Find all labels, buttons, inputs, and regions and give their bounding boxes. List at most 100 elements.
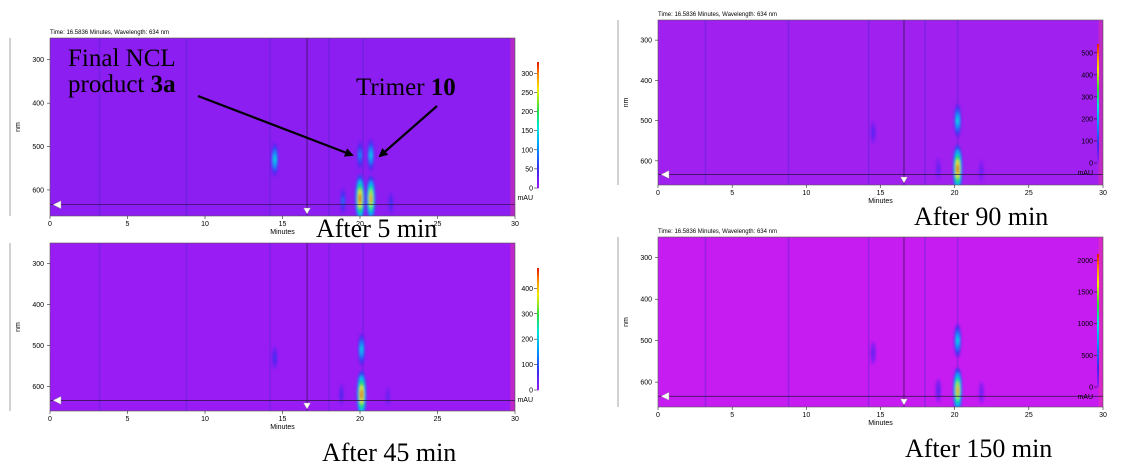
annotation-final-product: Final NCL product 3a xyxy=(68,45,176,99)
right-edge-band xyxy=(510,38,515,216)
y-tick-label: 500 xyxy=(640,118,652,125)
peaks xyxy=(870,323,985,407)
colorbar-segment xyxy=(1097,380,1099,384)
colorbar-segment xyxy=(537,368,539,372)
annotation-trimer: Trimer 10 xyxy=(356,74,456,101)
colorbar-segment xyxy=(1097,91,1099,95)
colorbar-segment xyxy=(1097,377,1099,381)
plot-area xyxy=(658,20,1103,185)
colorbar-segment xyxy=(1097,145,1099,149)
colorbar-segment xyxy=(1097,347,1099,351)
time-marker[interactable] xyxy=(303,207,311,215)
arrow-to-product-peak xyxy=(197,94,354,157)
x-tick-label: 25 xyxy=(434,221,442,228)
colorbar-segment xyxy=(1097,277,1099,281)
baseline-band xyxy=(185,38,188,216)
y-axis-label: nm xyxy=(623,317,630,327)
colorbar-segment xyxy=(537,295,539,299)
colorbar-tick-label: 500 xyxy=(1081,50,1093,57)
colorbar-segment xyxy=(1097,139,1099,143)
peak-1-contour-4 xyxy=(956,117,959,124)
colorbar-segment xyxy=(1097,350,1099,355)
colorbar-segment xyxy=(1097,88,1099,92)
caption-after-45-min: After 45 min xyxy=(322,438,457,467)
baseline-band xyxy=(956,20,959,185)
time-marker[interactable] xyxy=(303,402,311,410)
x-tick-label: 25 xyxy=(1025,190,1033,197)
x-tick-label: 0 xyxy=(656,412,660,419)
colorbar-tick-label: 1500 xyxy=(1077,290,1093,297)
colorbar-segment xyxy=(1097,79,1099,83)
colorbar-segment xyxy=(1097,127,1099,131)
wavelength-marker[interactable] xyxy=(660,391,670,401)
colorbar-segment xyxy=(1097,383,1099,388)
colorbar-segment xyxy=(537,162,539,167)
colorbar-segment xyxy=(537,322,539,327)
peak-3-contour-4 xyxy=(937,388,939,393)
colorbar-segment xyxy=(537,68,539,72)
annotation-trimer-label: 10 xyxy=(430,74,456,101)
x-tick-label: 15 xyxy=(279,416,287,423)
colorbar-label: mAU xyxy=(517,397,533,404)
colorbar-segment xyxy=(537,286,539,290)
x-tick-label: 15 xyxy=(877,190,885,197)
colorbar-segment xyxy=(537,106,539,110)
colorbar-segment xyxy=(1097,112,1099,116)
wavelength-marker[interactable] xyxy=(660,170,670,179)
colorbar-segment xyxy=(537,365,539,369)
colorbar-segment xyxy=(537,96,539,101)
colorbar-segment xyxy=(537,184,539,189)
peak-1-contour-4 xyxy=(956,337,959,344)
colorbar-segment xyxy=(1097,73,1099,78)
x-tick-label: 30 xyxy=(511,416,519,423)
colorbar-segment xyxy=(537,383,539,388)
plot-area xyxy=(50,38,515,216)
colorbar-segment xyxy=(537,153,539,157)
colorbar-segment xyxy=(537,353,539,357)
colorbar-segment xyxy=(537,374,539,379)
x-tick-label: 15 xyxy=(279,221,287,228)
heatmap-chart-after-90-min: Time: 16.5836 Minutes, Wavelength: 634 n… xyxy=(617,12,1107,205)
y-tick-label: 600 xyxy=(640,158,652,165)
y-axis-label: nm xyxy=(15,122,22,132)
colorbar-tick-label: 200 xyxy=(1081,116,1093,123)
colorbar-segment xyxy=(537,268,539,272)
time-marker[interactable] xyxy=(900,176,908,184)
y-tick-label: 400 xyxy=(640,297,652,304)
colorbar-tick-label: 0 xyxy=(529,388,533,395)
colorbar-segment xyxy=(537,316,539,321)
colorbar-segment xyxy=(537,307,539,311)
colorbar-segment xyxy=(537,112,539,116)
colorbar-segment xyxy=(1097,307,1099,311)
panel-after-5-min: Time: 16.5836 Minutes, Wavelength: 634 n… xyxy=(0,0,560,240)
caption-after-5-min: After 5 min xyxy=(316,214,438,243)
colorbar-segment xyxy=(537,165,539,170)
colorbar-segment xyxy=(537,156,539,160)
right-edge-band xyxy=(1098,20,1103,185)
colorbar-segment xyxy=(537,71,539,75)
colorbar-segment xyxy=(537,362,539,366)
wavelength-marker[interactable] xyxy=(52,200,62,210)
wavelength-marker[interactable] xyxy=(52,396,62,405)
heatmap-chart-after-45-min: 0 5 10 15 20 25 30 Minutes 300 400 500 600 nm 0 100 200… xyxy=(9,242,539,431)
colorbar-segment xyxy=(537,313,539,318)
colorbar-segment xyxy=(537,181,539,186)
colorbar-segment xyxy=(1097,49,1099,54)
colorbar-segment xyxy=(1097,130,1099,134)
panel-after-150-min: Time: 16.5836 Minutes, Wavelength: 634 n… xyxy=(605,222,1121,434)
colorbar-segment xyxy=(537,377,539,382)
time-marker[interactable] xyxy=(900,398,908,406)
colorbar-segment xyxy=(537,332,539,336)
colorbar-segment xyxy=(537,292,539,296)
colorbar-segment xyxy=(1097,58,1099,63)
x-tick-label: 5 xyxy=(126,416,130,423)
x-tick-label: 5 xyxy=(730,190,734,197)
baseline-band xyxy=(924,20,926,185)
baseline-band xyxy=(867,237,870,407)
colorbar-segment xyxy=(537,62,539,66)
colorbar-segment xyxy=(1097,124,1099,128)
colorbar-segment xyxy=(1097,363,1099,368)
colorbar-segment xyxy=(1097,67,1099,72)
peak-4-contour-4 xyxy=(980,390,982,395)
colorbar-segment xyxy=(537,301,539,305)
